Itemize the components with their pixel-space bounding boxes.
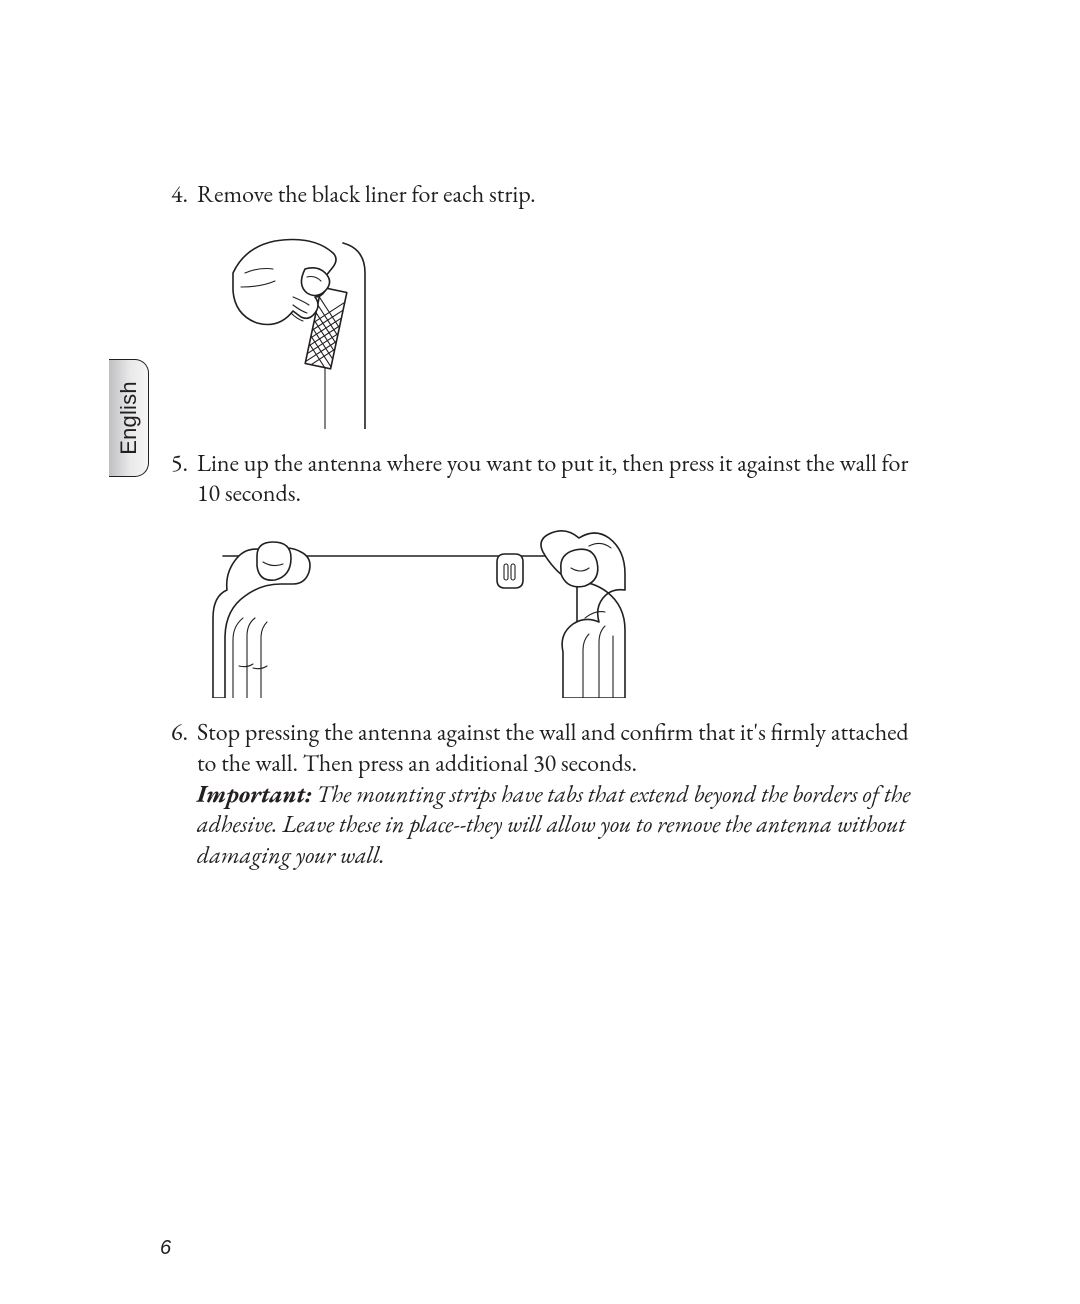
step-6-text: Stop pressing the antenna against the wa… [197, 718, 911, 872]
step-4-illustration [197, 219, 911, 429]
content-area: 4. Remove the black liner for each strip… [171, 180, 911, 880]
step-4-number: 4. [171, 180, 197, 211]
step-5: 5. Line up the antenna where you want to… [171, 449, 911, 698]
page-number: 6 [160, 1237, 171, 1260]
step-6-body: Stop pressing the antenna against the wa… [197, 717, 908, 779]
page: English 4. Remove the black liner for ea… [0, 0, 1080, 1304]
step-5-illustration [197, 518, 911, 698]
step-6-number: 6. [171, 718, 197, 749]
language-tab: English [109, 359, 149, 477]
language-tab-label: English [116, 381, 142, 455]
step-6: 6. Stop pressing the antenna against the… [171, 718, 911, 872]
step-6-important-label: Important: [197, 779, 312, 810]
step-5-text: Line up the antenna where you want to pu… [197, 449, 911, 510]
step-4: 4. Remove the black liner for each strip… [171, 180, 911, 429]
step-4-text: Remove the black liner for each strip. [197, 180, 911, 211]
step-5-number: 5. [171, 449, 197, 480]
